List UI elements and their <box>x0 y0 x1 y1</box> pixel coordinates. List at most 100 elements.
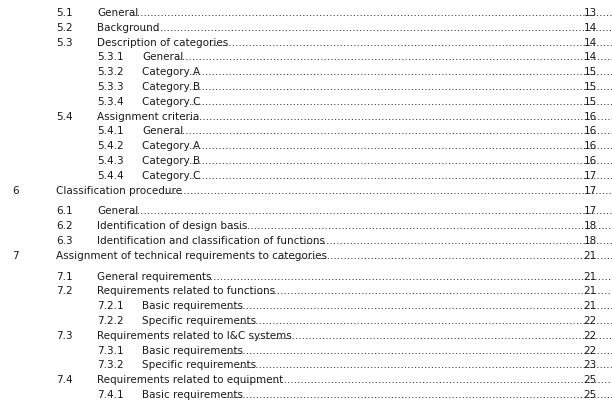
Text: 21: 21 <box>584 286 597 296</box>
Text: Background: Background <box>97 23 159 33</box>
Text: 5.3.4: 5.3.4 <box>97 97 124 106</box>
Text: General: General <box>97 8 138 18</box>
Text: 6.2: 6.2 <box>56 221 73 231</box>
Text: ................................................................................: ........................................… <box>223 389 612 399</box>
Text: ................................................................................: ........................................… <box>188 67 612 77</box>
Text: Basic requirements: Basic requirements <box>142 345 243 355</box>
Text: ................................................................................: ........................................… <box>244 374 612 384</box>
Text: 17: 17 <box>584 206 597 216</box>
Text: 17: 17 <box>584 185 597 195</box>
Text: Specific requirements: Specific requirements <box>142 315 256 325</box>
Text: General: General <box>142 126 183 136</box>
Text: General requirements: General requirements <box>97 271 212 281</box>
Text: 17: 17 <box>584 171 597 180</box>
Text: Identification and classification of functions: Identification and classification of fun… <box>97 236 325 245</box>
Text: 16: 16 <box>584 111 597 121</box>
Text: 16: 16 <box>584 155 597 166</box>
Text: ................................................................................: ........................................… <box>188 171 612 180</box>
Text: ................................................................................: ........................................… <box>187 271 612 281</box>
Text: 5.1: 5.1 <box>56 8 73 18</box>
Text: Assignment criteria: Assignment criteria <box>97 111 200 121</box>
Text: 7.3: 7.3 <box>56 330 73 340</box>
Text: 23: 23 <box>584 360 597 369</box>
Text: Basic requirements: Basic requirements <box>142 389 243 399</box>
Text: 21: 21 <box>584 271 597 281</box>
Text: 7.4: 7.4 <box>56 374 73 384</box>
Text: Category C: Category C <box>142 171 200 180</box>
Text: General: General <box>97 206 138 216</box>
Text: General: General <box>142 52 183 62</box>
Text: Description of categories: Description of categories <box>97 38 228 47</box>
Text: Basic requirements: Basic requirements <box>142 301 243 310</box>
Text: 15: 15 <box>584 97 597 106</box>
Text: ................................................................................: ........................................… <box>143 23 612 33</box>
Text: ................................................................................: ........................................… <box>252 330 612 340</box>
Text: 6: 6 <box>12 185 18 195</box>
Text: ................................................................................: ........................................… <box>188 97 612 106</box>
Text: ................................................................................: ........................................… <box>176 126 612 136</box>
Text: 5.3.3: 5.3.3 <box>97 82 124 92</box>
Text: 16: 16 <box>584 141 597 151</box>
Text: Category C: Category C <box>142 97 200 106</box>
Text: 15: 15 <box>584 67 597 77</box>
Text: Category A: Category A <box>142 67 200 77</box>
Text: ................................................................................: ........................................… <box>236 360 612 369</box>
Text: Specific requirements: Specific requirements <box>142 360 256 369</box>
Text: ................................................................................: ........................................… <box>188 155 612 166</box>
Text: ................................................................................: ........................................… <box>223 345 612 355</box>
Text: ................................................................................: ........................................… <box>244 286 612 296</box>
Text: 21: 21 <box>584 250 597 260</box>
Text: ................................................................................: ........................................… <box>223 301 612 310</box>
Text: 7: 7 <box>12 250 18 260</box>
Text: 5.3: 5.3 <box>56 38 73 47</box>
Text: 6.1: 6.1 <box>56 206 73 216</box>
Text: 5.4: 5.4 <box>56 111 73 121</box>
Text: 7.2.2: 7.2.2 <box>97 315 124 325</box>
Text: Requirements related to I&C systems: Requirements related to I&C systems <box>97 330 292 340</box>
Text: 6.3: 6.3 <box>56 236 73 245</box>
Text: 5.4.2: 5.4.2 <box>97 141 124 151</box>
Text: ................................................................................: ........................................… <box>277 250 612 260</box>
Text: 14: 14 <box>584 23 597 33</box>
Text: 5.4.3: 5.4.3 <box>97 155 124 166</box>
Text: 7.3.2: 7.3.2 <box>97 360 124 369</box>
Text: Category B: Category B <box>142 155 200 166</box>
Text: 22: 22 <box>584 330 597 340</box>
Text: 21: 21 <box>584 301 597 310</box>
Text: 5.2: 5.2 <box>56 23 73 33</box>
Text: ................................................................................: ........................................… <box>182 111 612 121</box>
Text: 22: 22 <box>584 315 597 325</box>
Text: Requirements related to functions: Requirements related to functions <box>97 286 275 296</box>
Text: ................................................................................: ........................................… <box>163 185 612 195</box>
Text: ................................................................................: ........................................… <box>209 38 612 47</box>
Text: 14: 14 <box>584 38 597 47</box>
Text: 16: 16 <box>584 126 597 136</box>
Text: 25: 25 <box>584 389 597 399</box>
Text: Classification procedure: Classification procedure <box>56 185 182 195</box>
Text: Requirements related to equipment: Requirements related to equipment <box>97 374 283 384</box>
Text: 5.3.1: 5.3.1 <box>97 52 124 62</box>
Text: Category A: Category A <box>142 141 200 151</box>
Text: 22: 22 <box>584 345 597 355</box>
Text: 14: 14 <box>584 52 597 62</box>
Text: ................................................................................: ........................................… <box>300 236 612 245</box>
Text: ................................................................................: ........................................… <box>130 206 612 216</box>
Text: 15: 15 <box>584 82 597 92</box>
Text: 5.3.2: 5.3.2 <box>97 67 124 77</box>
Text: Identification of design basis: Identification of design basis <box>97 221 247 231</box>
Text: 5.4.1: 5.4.1 <box>97 126 124 136</box>
Text: 7.3.1: 7.3.1 <box>97 345 124 355</box>
Text: 18: 18 <box>584 221 597 231</box>
Text: 18: 18 <box>584 236 597 245</box>
Text: Assignment of technical requirements to categories: Assignment of technical requirements to … <box>56 250 327 260</box>
Text: 5.4.4: 5.4.4 <box>97 171 124 180</box>
Text: 7.2: 7.2 <box>56 286 73 296</box>
Text: ................................................................................: ........................................… <box>236 315 612 325</box>
Text: 7.4.1: 7.4.1 <box>97 389 124 399</box>
Text: 25: 25 <box>584 374 597 384</box>
Text: ................................................................................: ........................................… <box>176 52 612 62</box>
Text: 13: 13 <box>584 8 597 18</box>
Text: ................................................................................: ........................................… <box>188 82 612 92</box>
Text: Category B: Category B <box>142 82 200 92</box>
Text: ................................................................................: ........................................… <box>130 8 612 18</box>
